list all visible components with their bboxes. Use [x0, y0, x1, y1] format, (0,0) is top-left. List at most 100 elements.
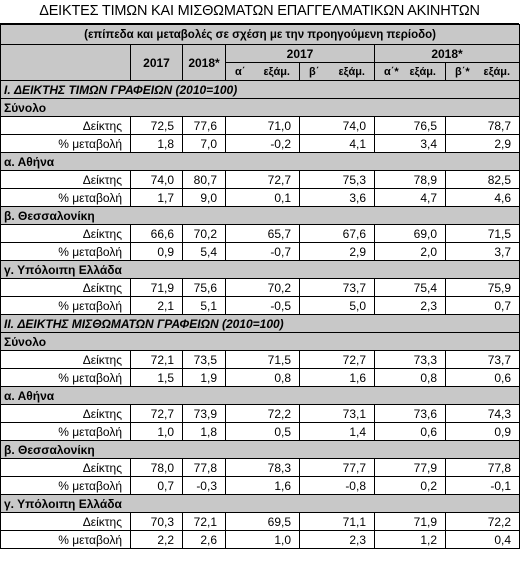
value-cell: 4,7: [374, 188, 446, 207]
value-cell: -0,1: [444, 476, 521, 495]
value-cell: 1,7: [130, 188, 183, 207]
value-cell: 1,2: [374, 530, 446, 549]
value-cell: 75,6: [182, 278, 226, 297]
table-row: % μεταβολή 2,2 2,6 1,0 2,3 1,2 0,4: [0, 530, 521, 549]
group-row: γ. Υπόλοιπη Ελλάδα: [0, 494, 521, 513]
value-cell: 78,7: [444, 116, 521, 135]
value-cell: 72,2: [225, 404, 300, 423]
group-title: γ. Υπόλοιπη Ελλάδα: [0, 494, 521, 513]
row-label: Δείκτης: [0, 278, 131, 297]
value-cell: 5,0: [299, 296, 375, 315]
value-cell: 76,5: [374, 116, 446, 135]
header-2018-halves: 2018*: [373, 44, 521, 63]
value-cell: 0,6: [374, 422, 446, 441]
value-cell: 73,3: [374, 350, 446, 369]
value-cell: 73,5: [182, 350, 226, 369]
header-blank-cell: [0, 44, 131, 81]
group-row: γ. Υπόλοιπη Ελλάδα: [0, 260, 521, 279]
table-row: Δείκτης 78,0 77,8 78,3 77,7 77,9 77,8: [0, 458, 521, 477]
value-cell: 71,9: [130, 278, 183, 297]
value-cell: 1,0: [130, 422, 183, 441]
section-title: I. ΔΕΙΚΤΗΣ ΤΙΜΩΝ ΓΡΑΦΕΙΩΝ (2010=100): [0, 80, 521, 99]
header-2018-first-half: α΄* εξάμ.: [374, 62, 446, 81]
value-cell: 74,0: [299, 116, 375, 135]
group-title: α. Αθήνα: [0, 152, 521, 171]
group-title: Σύνολο: [0, 98, 521, 117]
value-cell: 0,8: [225, 368, 300, 387]
value-cell: 3,6: [299, 188, 375, 207]
group-row: Σύνολο: [0, 98, 521, 117]
row-label: % μεταβολή: [0, 134, 131, 153]
group-title: α. Αθήνα: [0, 386, 521, 405]
value-cell: 72,1: [130, 350, 183, 369]
value-cell: 69,5: [225, 512, 300, 531]
table-row: Δείκτης 72,5 77,6 71,0 74,0 76,5 78,7: [0, 116, 521, 135]
value-cell: 0,4: [444, 530, 521, 549]
value-cell: 1,0: [225, 530, 300, 549]
header-row-years: 2017 2018* 2017 2018*: [0, 44, 521, 81]
value-cell: 0,2: [374, 476, 446, 495]
table-title: ΔΕΙΚΤΕΣ ΤΙΜΩΝ ΚΑΙ ΜΙΣΘΩΜΑΤΩΝ ΕΠΑΓΓΕΛΜΑΤΙ…: [0, 0, 519, 24]
header-2018-second-half: β΄* εξάμ.: [444, 62, 521, 81]
value-cell: 7,0: [182, 134, 226, 153]
value-cell: 75,4: [374, 278, 446, 297]
value-cell: 78,9: [374, 170, 446, 189]
table-row: Δείκτης 72,7 73,9 72,2 73,1 73,6 74,3: [0, 404, 521, 423]
value-cell: 72,7: [130, 404, 183, 423]
row-label: Δείκτης: [0, 404, 131, 423]
value-cell: -0,8: [299, 476, 375, 495]
table-row: % μεταβολή 1,0 1,8 0,5 1,4 0,6 0,9: [0, 422, 521, 441]
value-cell: 0,1: [225, 188, 300, 207]
row-label: % μεταβολή: [0, 368, 131, 387]
table-row: Δείκτης 72,1 73,5 71,5 72,7 73,3 73,7: [0, 350, 521, 369]
subtitle-row: (επίπεδα και μεταβολές σε σχέση με την π…: [0, 24, 521, 45]
value-cell: 77,9: [374, 458, 446, 477]
value-cell: 75,9: [444, 278, 521, 297]
header-2017-halves: 2017: [225, 44, 375, 63]
value-cell: 2,1: [130, 296, 183, 315]
value-cell: 66,6: [130, 224, 183, 243]
value-cell: 74,3: [444, 404, 521, 423]
value-cell: 3,4: [374, 134, 446, 153]
value-cell: 74,0: [130, 170, 183, 189]
row-label: Δείκτης: [0, 350, 131, 369]
value-cell: -0,2: [225, 134, 300, 153]
value-cell: -0,7: [225, 242, 300, 261]
value-cell: 77,8: [444, 458, 521, 477]
value-cell: 73,7: [299, 278, 375, 297]
table-row: Δείκτης 74,0 80,7 72,7 75,3 78,9 82,5: [0, 170, 521, 189]
value-cell: 73,9: [182, 404, 226, 423]
table-row: % μεταβολή 1,5 1,9 0,8 1,6 0,8 0,6: [0, 368, 521, 387]
value-cell: 0,5: [225, 422, 300, 441]
row-label: % μεταβολή: [0, 476, 131, 495]
value-cell: 0,8: [374, 368, 446, 387]
value-cell: 82,5: [444, 170, 521, 189]
group-title: Σύνολο: [0, 332, 521, 351]
value-cell: 72,5: [130, 116, 183, 135]
table-row: Δείκτης 66,6 70,2 65,7 67,6 69,0 71,5: [0, 224, 521, 243]
value-cell: 70,3: [130, 512, 183, 531]
value-cell: 0,7: [130, 476, 183, 495]
value-cell: 1,6: [225, 476, 300, 495]
value-cell: 1,6: [299, 368, 375, 387]
table-subtitle: (επίπεδα και μεταβολές σε σχέση με την π…: [0, 24, 521, 45]
value-cell: 1,8: [130, 134, 183, 153]
value-cell: 1,4: [299, 422, 375, 441]
value-cell: 73,1: [299, 404, 375, 423]
group-title: β. Θεσσαλονίκη: [0, 206, 521, 225]
table-row: % μεταβολή 2,1 5,1 -0,5 5,0 2,3 0,7: [0, 296, 521, 315]
value-cell: 2,9: [299, 242, 375, 261]
value-cell: 70,2: [182, 224, 226, 243]
value-cell: 5,1: [182, 296, 226, 315]
value-cell: 2,3: [299, 530, 375, 549]
value-cell: 71,1: [299, 512, 375, 531]
row-label: Δείκτης: [0, 116, 131, 135]
header-2017-first-half: α΄ εξάμ.: [225, 62, 300, 81]
value-cell: 78,3: [225, 458, 300, 477]
group-row: α. Αθήνα: [0, 152, 521, 171]
row-label: Δείκτης: [0, 170, 131, 189]
table-row: Δείκτης 70,3 72,1 69,5 71,1 71,9 72,2: [0, 512, 521, 531]
value-cell: 0,9: [444, 422, 521, 441]
section-title: II. ΔΕΙΚΤΗΣ ΜΙΣΘΩΜΑΤΩΝ ΓΡΑΦΕΙΩΝ (2010=10…: [0, 314, 521, 333]
row-label: % μεταβολή: [0, 530, 131, 549]
